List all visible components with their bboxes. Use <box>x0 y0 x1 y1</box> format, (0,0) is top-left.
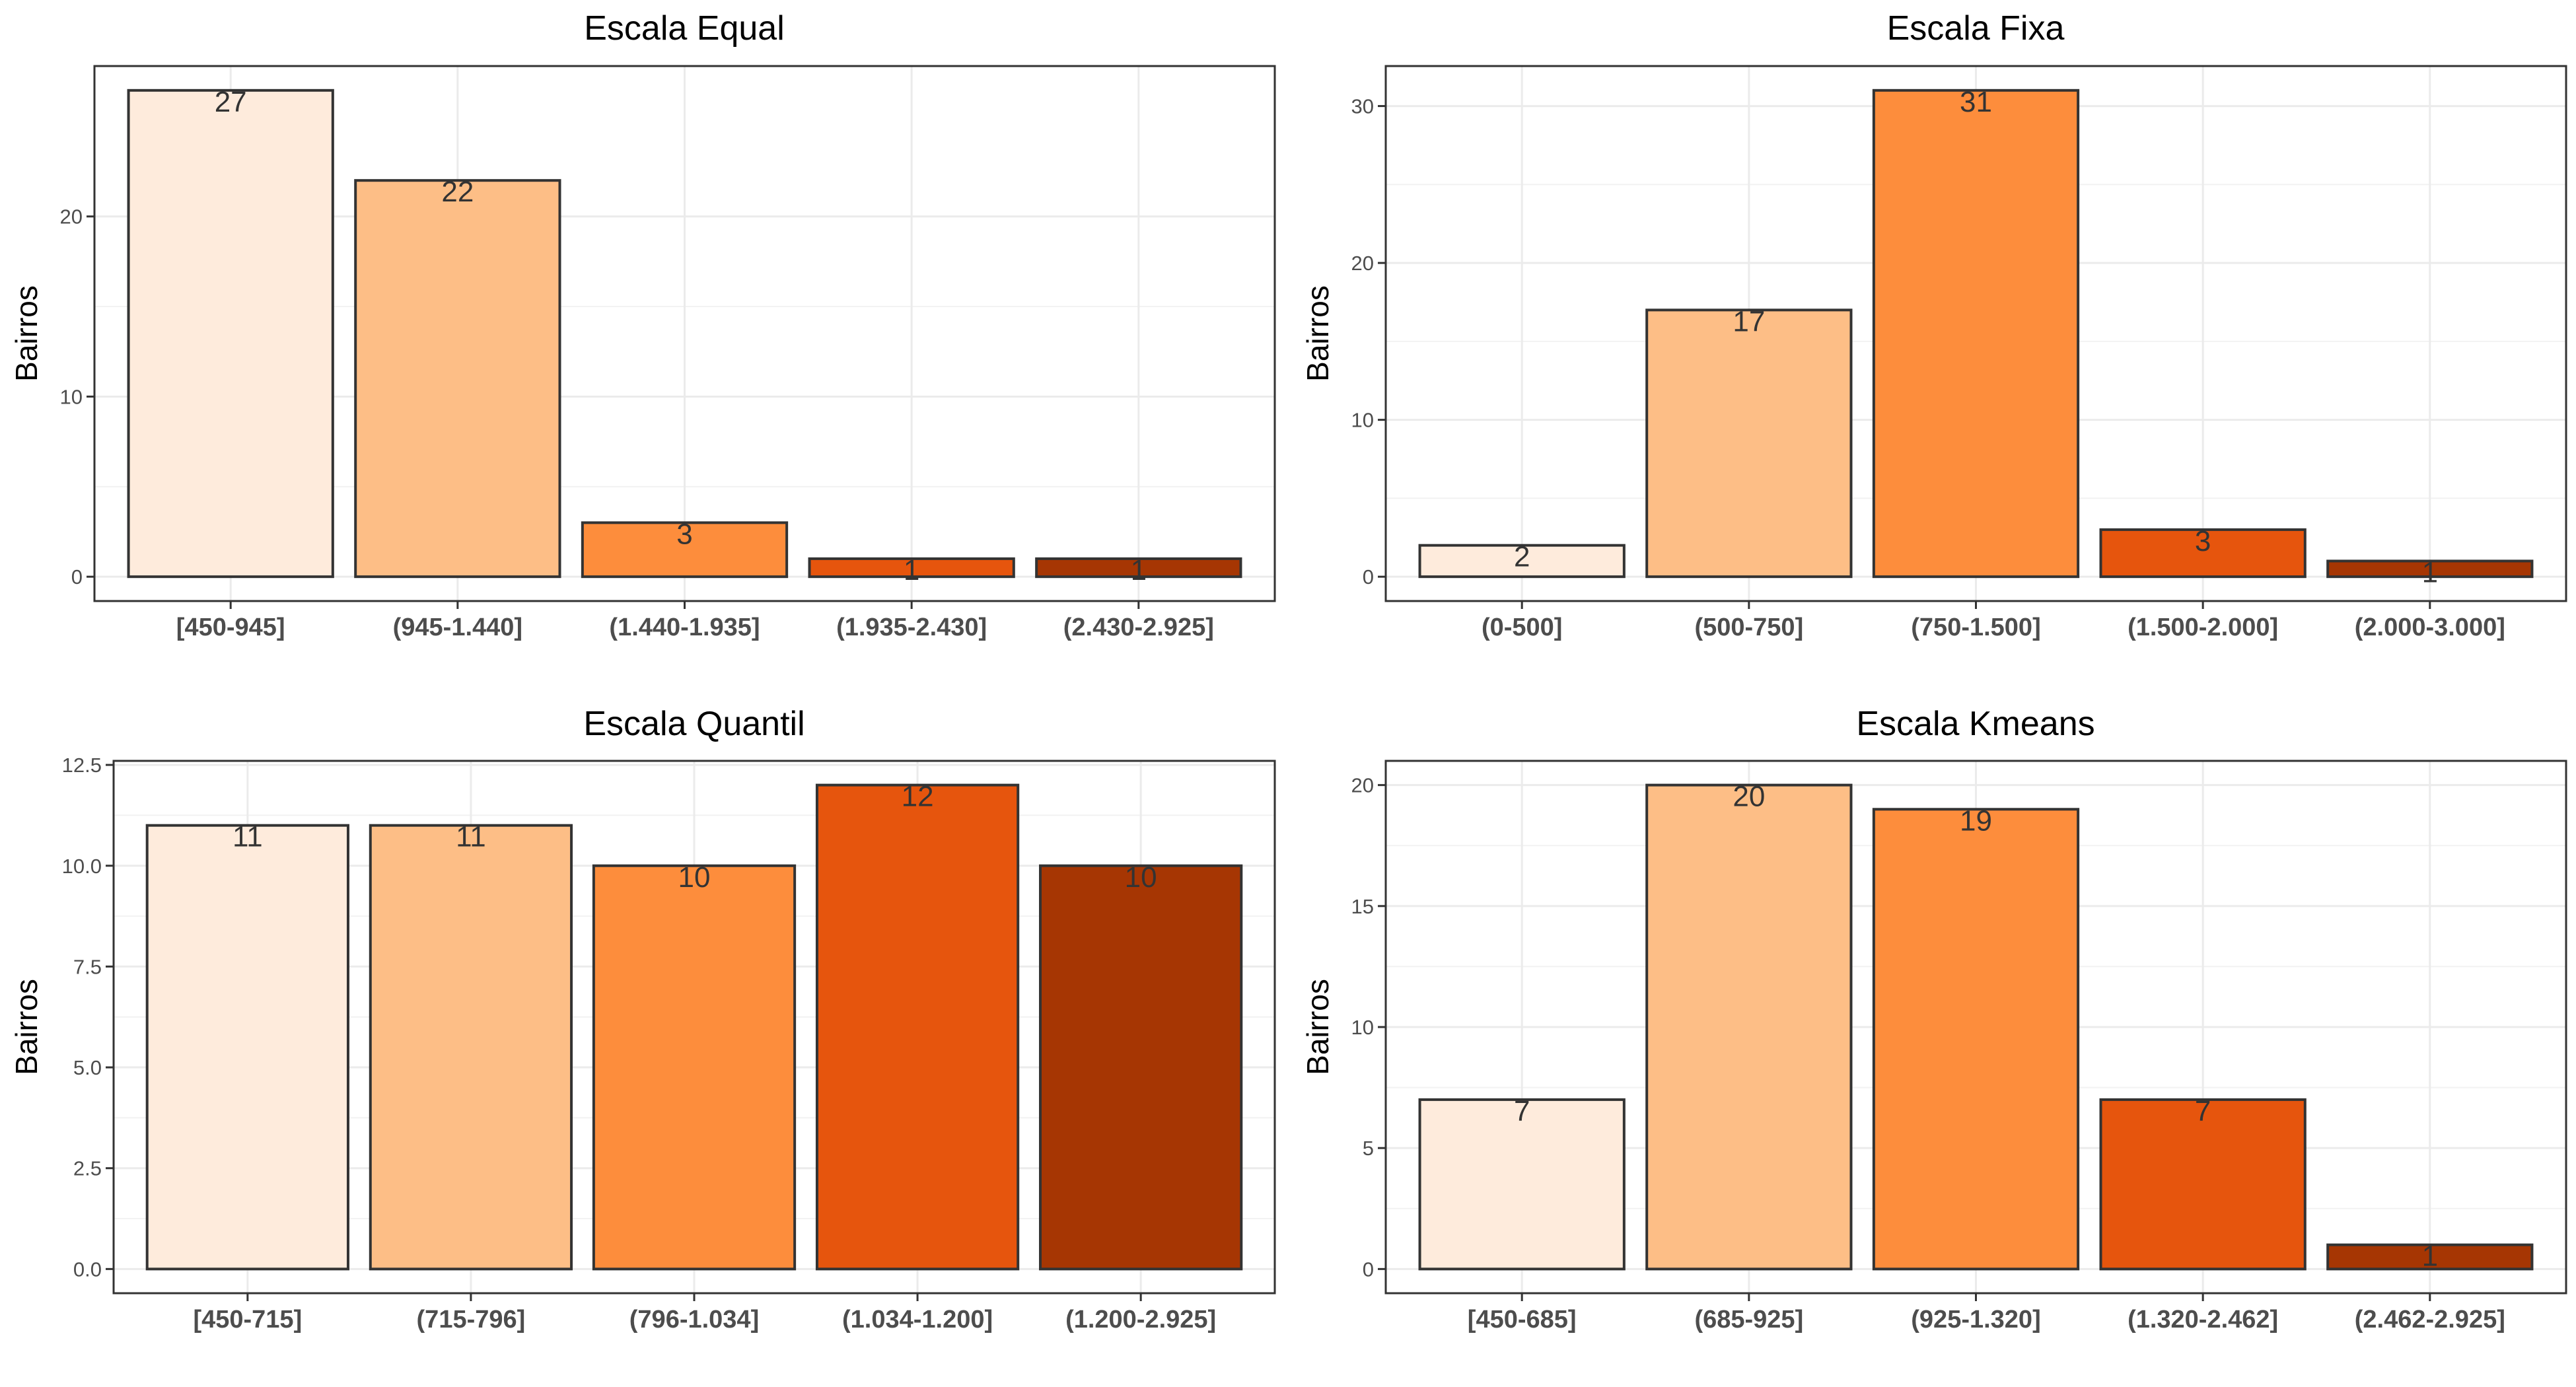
x-tick-label: (2.462-2.925] <box>2355 1306 2505 1334</box>
x-tick-label: (945-1.440] <box>393 614 522 641</box>
bar-(2.430-2.925] <box>1035 557 1242 579</box>
y-tick-label: 10 <box>60 385 83 408</box>
bar-(0-500] <box>1418 544 1626 579</box>
bar-(945-1.440] <box>354 179 561 579</box>
data-label: 19 <box>1960 804 1992 837</box>
y-tick-label: 10.0 <box>62 855 102 878</box>
y-tick-label: 10 <box>1351 1016 1374 1039</box>
y-tick-label: 15 <box>1351 895 1374 918</box>
data-label: 12 <box>902 781 934 813</box>
x-tick-label: (1.320-2.462] <box>2128 1306 2278 1334</box>
x-tick-label: (715-796] <box>417 1306 526 1334</box>
bar-(685-925] <box>1645 783 1853 1271</box>
bar-(715-796] <box>369 824 573 1271</box>
bar-(1.440-1.935] <box>581 521 789 579</box>
x-tick-label: [450-685] <box>1468 1306 1577 1334</box>
chart-panel-3: 11 11 10 12 10 0.0 2.5 5.0 7.5 10.0 12.5 [450-715] (… <box>9 705 1276 1334</box>
data-label: 11 <box>233 821 263 853</box>
data-label: 27 <box>215 86 247 118</box>
y-axis-label: Bairros <box>1301 285 1335 382</box>
bar-(796-1.034] <box>592 864 797 1271</box>
bar-[450-715] <box>145 824 349 1271</box>
x-tick-label: (1.500-2.000] <box>2128 614 2278 641</box>
x-tick-label: (1.440-1.935] <box>609 614 760 641</box>
bar-(1.500-2.000] <box>2099 528 2307 579</box>
data-label: 3 <box>676 518 692 550</box>
y-tick-label: 30 <box>1351 95 1374 118</box>
y-tick-label: 0 <box>71 565 83 588</box>
data-label: 17 <box>1733 305 1765 338</box>
x-tick-label: (500-750] <box>1694 614 1803 641</box>
bar-(1.034-1.200] <box>815 783 1020 1271</box>
x-tick-label: (750-1.500] <box>1911 614 2040 641</box>
data-label: 7 <box>2195 1095 2211 1127</box>
x-tick-label: (2.000-3.000] <box>2355 614 2505 641</box>
y-tick-label: 7.5 <box>73 955 102 978</box>
y-tick-label: 5.0 <box>73 1056 102 1079</box>
x-tick-label: (2.430-2.925] <box>1063 614 1214 641</box>
x-tick-label: (1.200-2.925] <box>1065 1306 1216 1334</box>
y-tick-label: 5 <box>1363 1137 1374 1160</box>
y-tick-label: 2.5 <box>73 1157 102 1180</box>
y-tick-label: 20 <box>1351 252 1374 275</box>
x-tick-label: (925-1.320] <box>1911 1306 2040 1334</box>
bar-(2.000-3.000] <box>2326 559 2534 579</box>
x-tick-label: (1.935-2.430] <box>836 614 987 641</box>
data-label: 31 <box>1960 86 1992 118</box>
x-tick-label: (0-500] <box>1482 614 1563 641</box>
bar-(1.320-2.462] <box>2099 1098 2307 1271</box>
bar-[450-685] <box>1418 1098 1626 1271</box>
y-tick-label: 0 <box>1363 1258 1374 1281</box>
y-tick-label: 0.0 <box>73 1258 102 1281</box>
y-axis-label: Bairros <box>1301 979 1335 1075</box>
x-tick-label: [450-715] <box>193 1306 302 1334</box>
y-tick-label: 20 <box>1351 774 1374 797</box>
data-label: 22 <box>441 176 474 208</box>
x-tick-label: [450-945] <box>176 614 285 641</box>
y-tick-label: 0 <box>1363 565 1374 588</box>
y-tick-label: 10 <box>1351 409 1374 432</box>
bar-(2.462-2.925] <box>2326 1243 2534 1271</box>
y-tick-label: 12.5 <box>62 754 102 777</box>
chart-title: Escala Quantil <box>583 705 805 743</box>
data-label: 10 <box>1125 861 1157 894</box>
data-label: 3 <box>2195 525 2211 557</box>
x-tick-label: (1.034-1.200] <box>842 1306 993 1334</box>
bar-[450-945] <box>127 89 334 579</box>
chart-title: Escala Fixa <box>1887 9 2065 48</box>
bar-(750-1.500] <box>1872 89 2080 579</box>
data-label: 10 <box>678 861 711 894</box>
chart-title: Escala Kmeans <box>1856 705 2094 743</box>
y-axis-label: Bairros <box>9 979 44 1075</box>
x-tick-label: (685-925] <box>1694 1306 1803 1334</box>
data-label: 1 <box>2422 1240 2438 1273</box>
bar-(925-1.320] <box>1872 808 2080 1271</box>
data-label: 2 <box>1514 541 1530 573</box>
chart-title: Escala Equal <box>584 9 785 48</box>
x-tick-label: (796-1.034] <box>629 1306 759 1334</box>
data-label: 11 <box>456 821 486 853</box>
data-label: 20 <box>1733 781 1765 813</box>
bar-(1.935-2.430] <box>808 557 1015 579</box>
y-tick-label: 20 <box>60 205 83 229</box>
bar-(500-750] <box>1645 308 1853 579</box>
data-label: 7 <box>1514 1095 1530 1127</box>
data-label: 1 <box>1131 554 1147 587</box>
data-label: 1 <box>2422 556 2438 588</box>
bar-(1.200-2.925] <box>1039 864 1243 1271</box>
y-axis-label: Bairros <box>9 285 44 382</box>
data-label: 1 <box>904 554 919 587</box>
